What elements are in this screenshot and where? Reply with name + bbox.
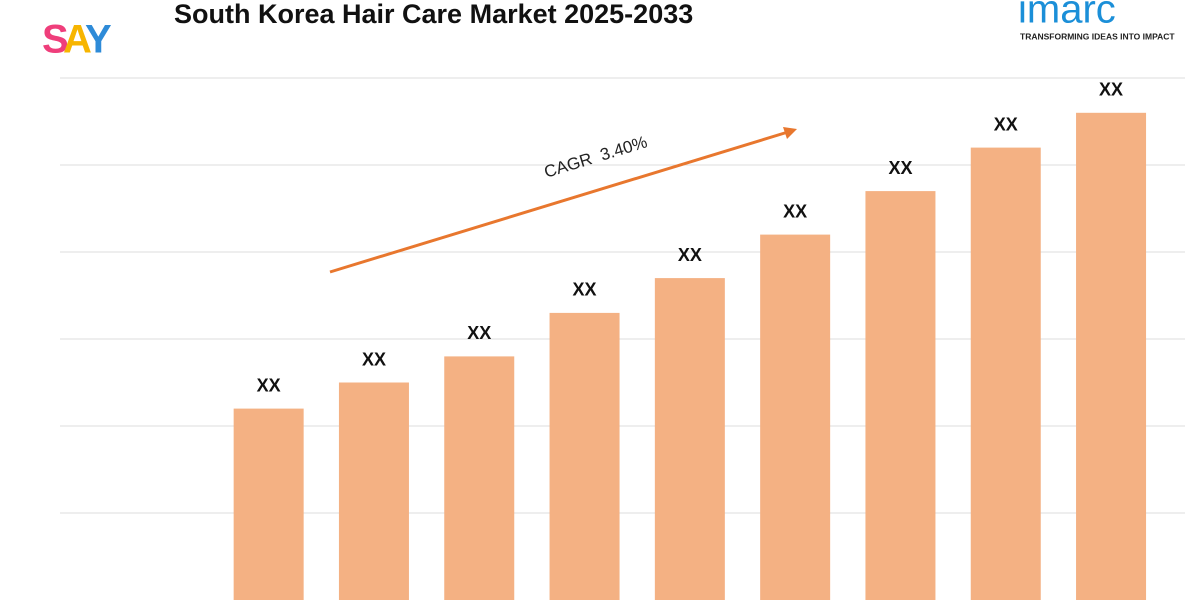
value-label: XX [467, 323, 491, 343]
value-label: XX [888, 158, 912, 178]
value-label: XX [1099, 80, 1123, 100]
arrow-line [329, 130, 789, 274]
bar [233, 408, 304, 600]
value-label: XX [678, 245, 702, 265]
value-label: XX [362, 349, 386, 369]
logo-letter: A [63, 18, 92, 62]
chart-title: South Korea Hair Care Market 2025-2033 [174, 0, 693, 29]
bar [549, 312, 620, 600]
say-logo: S A Y [42, 18, 112, 62]
arrow-head [783, 127, 797, 139]
value-label: XX [257, 375, 281, 395]
bar [338, 382, 409, 600]
bar [865, 191, 936, 600]
cagr-arrow: CAGR 3.40% [329, 127, 797, 274]
imarc-logo: imarc [1018, 0, 1116, 32]
value-label: XX [994, 114, 1018, 134]
bar [1076, 112, 1147, 600]
cagr-annotation: CAGR 3.40% [542, 132, 650, 181]
imarc-tagline: TRANSFORMING IDEAS INTO IMPACT [1020, 31, 1175, 41]
bars: XX XX XX XX XX XX XX XX XX [233, 80, 1147, 600]
bar [654, 278, 725, 600]
logo-letter: S [42, 18, 69, 62]
logo-letter: Y [85, 18, 112, 62]
value-label: XX [573, 280, 597, 300]
value-label: XX [783, 201, 807, 221]
bar [760, 234, 831, 600]
bar [444, 356, 515, 600]
bar [970, 147, 1041, 600]
